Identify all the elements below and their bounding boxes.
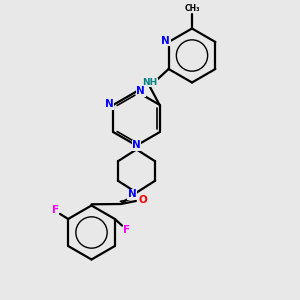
Text: N: N — [128, 189, 136, 199]
Text: N: N — [105, 99, 114, 110]
Text: N: N — [132, 140, 141, 150]
Text: F: F — [52, 205, 59, 215]
Text: N: N — [136, 86, 145, 97]
Text: CH₃: CH₃ — [184, 4, 200, 13]
Text: F: F — [123, 225, 130, 235]
Text: O: O — [138, 195, 147, 206]
Text: NH: NH — [142, 78, 158, 87]
Text: N: N — [161, 35, 170, 46]
